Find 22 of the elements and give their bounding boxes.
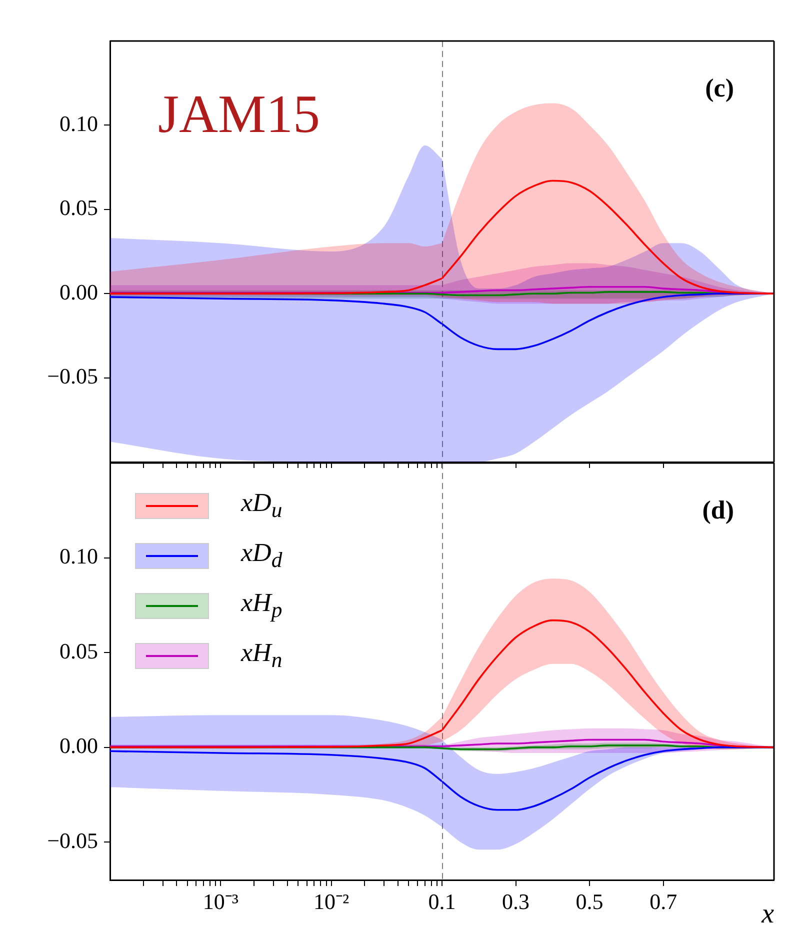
x-tick-label: 0.3 [502, 888, 530, 914]
annotation: (c) [705, 74, 734, 103]
legend-label: xD$_{d}$ [241, 538, 282, 574]
annotation: (d) [702, 496, 734, 525]
legend-label: xH$_{n}$ [241, 638, 282, 674]
y-tick-label: −0.05 [47, 364, 98, 389]
y-tick-label: 0.10 [60, 110, 98, 136]
x-tick-label: 10⁻³ [202, 888, 239, 914]
x-tick-label: 0.7 [650, 888, 678, 914]
y-tick-label: 0.05 [60, 638, 98, 664]
x-axis-title: x [760, 898, 775, 930]
legend-label: xH$_{p}$ [241, 588, 282, 624]
legend-label: xD$_{u}$ [241, 488, 282, 524]
y-tick-label: 0.00 [60, 733, 98, 758]
y-tick-label: 0.00 [60, 279, 98, 304]
y-tick-label: 0.05 [60, 195, 98, 220]
x-tick-label: 10⁻² [314, 888, 350, 914]
annotation: JAM15 [158, 84, 320, 144]
y-tick-label: −0.05 [47, 828, 98, 853]
y-tick-label: 0.10 [60, 544, 98, 569]
x-tick-label: 0.1 [428, 888, 456, 914]
x-tick-label: 0.5 [576, 888, 604, 914]
